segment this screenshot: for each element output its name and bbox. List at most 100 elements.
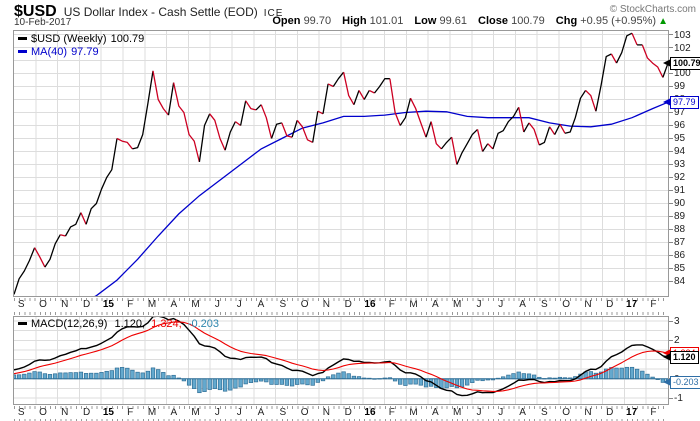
y-axis-tick — [669, 124, 673, 126]
price-chart-svg — [14, 31, 668, 296]
month-label: M — [147, 407, 157, 418]
y-axis-label: 2 — [674, 335, 680, 347]
month-label: O — [39, 407, 47, 418]
y-axis-label: 100 — [674, 68, 691, 80]
close-value: 100.79 — [511, 15, 545, 27]
low-value: 99.61 — [439, 15, 467, 27]
month-label: N — [584, 407, 592, 418]
last-value-tag: 97.79 — [663, 95, 699, 109]
month-label: D — [606, 299, 614, 310]
month-label: A — [257, 299, 265, 310]
y-axis-tick — [669, 228, 673, 230]
month-label: S — [279, 299, 287, 310]
month-label: 15 — [102, 299, 114, 310]
month-label: N — [322, 407, 331, 418]
month-label: A — [170, 407, 178, 418]
y-axis-tick — [669, 72, 673, 74]
macd-panel — [13, 316, 669, 405]
month-label: M — [453, 299, 462, 310]
macd-line-value: 1.120, — [114, 318, 146, 330]
month-label: 16 — [364, 299, 376, 310]
month-label: O — [300, 407, 309, 418]
month-label: N — [61, 299, 69, 310]
ma-series-label: MA(40) — [31, 46, 68, 58]
month-label: F — [388, 407, 395, 418]
macd-hist-value: -0.203 — [187, 318, 219, 330]
quote-bar: Open 99.70 High 101.01 Low 99.61 Close 1… — [264, 15, 668, 27]
month-label: D — [606, 407, 614, 418]
price-series-value: 100.79 — [110, 33, 145, 45]
weekly-ticks-row — [14, 405, 668, 409]
y-axis-tick — [669, 339, 673, 341]
month-label: S — [541, 407, 548, 418]
copyright-label: © StockCharts.com — [609, 4, 696, 15]
open-label: Open — [272, 15, 301, 27]
y-axis-tick — [669, 34, 673, 35]
month-label: O — [562, 299, 571, 310]
month-label: F — [650, 299, 657, 310]
y-axis-label: 86 — [674, 250, 686, 262]
y-axis-label: 89 — [674, 211, 686, 223]
month-label: 17 — [626, 407, 638, 418]
y-axis-label: 94 — [674, 146, 686, 158]
y-axis-label: 95 — [674, 133, 686, 145]
last-value-tag: 100.79 — [663, 56, 700, 70]
month-label: J — [476, 299, 482, 310]
price-series-marker — [18, 36, 27, 40]
chart-title: US Dollar Index - Cash Settle (EOD) — [63, 5, 258, 19]
month-label: D — [82, 299, 91, 310]
ma-legend: MA(40) 97.79 — [18, 46, 99, 58]
up-arrow-icon: ▲ — [658, 16, 668, 27]
month-label: F — [388, 299, 395, 310]
macd-chart-svg — [14, 317, 668, 404]
month-label: J — [476, 407, 482, 418]
month-label: J — [214, 407, 220, 418]
y-axis-label: 85 — [674, 263, 686, 275]
chart-date: 10-Feb-2017 — [14, 17, 72, 28]
y-axis-tick — [669, 150, 673, 152]
month-label: F — [127, 299, 134, 310]
month-label: M — [409, 407, 418, 418]
y-axis-label: 93 — [674, 159, 686, 171]
month-label: A — [432, 299, 439, 310]
month-label: J — [236, 299, 242, 310]
y-axis-label: 87 — [674, 237, 686, 249]
month-label: S — [279, 407, 287, 418]
month-label: M — [453, 407, 462, 418]
month-label: M — [409, 299, 418, 310]
y-axis-tick — [669, 176, 673, 178]
chg-value: +0.95 (+0.95%) — [580, 15, 657, 27]
weekly-ticks-row — [14, 298, 668, 301]
month-label: N — [61, 407, 69, 418]
y-axis-label: 102 — [674, 42, 691, 54]
month-label: M — [191, 299, 200, 310]
macd-legend-label: MACD(12,26,9) — [31, 318, 108, 330]
month-label: D — [344, 299, 352, 310]
month-label: S — [541, 299, 548, 310]
y-axis-label: 96 — [674, 120, 686, 132]
y-axis-tick — [669, 202, 673, 204]
y-axis-tick — [669, 163, 673, 165]
y-axis-tick — [669, 254, 673, 256]
price-series-label: $USD (Weekly) — [31, 33, 107, 45]
y-axis-tick — [669, 137, 673, 139]
weekly-ticks-row — [14, 418, 668, 421]
month-label: S — [17, 407, 25, 418]
ma-series-value: 97.79 — [71, 46, 99, 58]
month-label: A — [257, 407, 265, 418]
month-label: A — [519, 407, 526, 418]
month-label: 16 — [364, 407, 376, 418]
close-label: Close — [478, 15, 509, 27]
month-label: F — [650, 407, 657, 418]
month-label: N — [322, 299, 331, 310]
macd-signal-value: 1.324, — [151, 318, 182, 330]
y-axis-tick — [669, 241, 673, 243]
month-label: 15 — [102, 407, 114, 418]
y-axis-label: -1 — [674, 393, 683, 405]
month-label: J — [498, 299, 504, 310]
low-label: Low — [414, 15, 437, 27]
month-label: F — [127, 407, 134, 418]
y-axis-label: 103 — [674, 29, 691, 41]
month-label: 17 — [626, 299, 638, 310]
